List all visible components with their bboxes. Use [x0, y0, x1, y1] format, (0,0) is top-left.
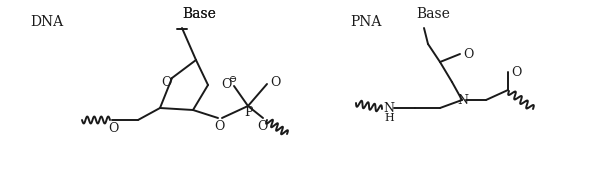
Text: O: O — [108, 121, 118, 134]
Text: Base: Base — [182, 7, 216, 21]
Text: O: O — [161, 75, 171, 89]
Text: N: N — [383, 102, 395, 116]
Text: P: P — [245, 106, 253, 119]
Text: ⊖: ⊖ — [229, 75, 237, 84]
Text: N: N — [458, 94, 469, 107]
Text: Base: Base — [182, 7, 216, 21]
Text: DNA: DNA — [30, 15, 63, 29]
Text: O: O — [214, 120, 224, 133]
Text: H: H — [384, 113, 394, 123]
Text: Base: Base — [416, 7, 450, 21]
Text: O: O — [257, 120, 267, 133]
Text: PNA: PNA — [350, 15, 382, 29]
Text: O: O — [221, 79, 231, 92]
Text: O: O — [463, 48, 473, 61]
Text: O: O — [511, 66, 521, 79]
Text: O: O — [270, 76, 280, 89]
